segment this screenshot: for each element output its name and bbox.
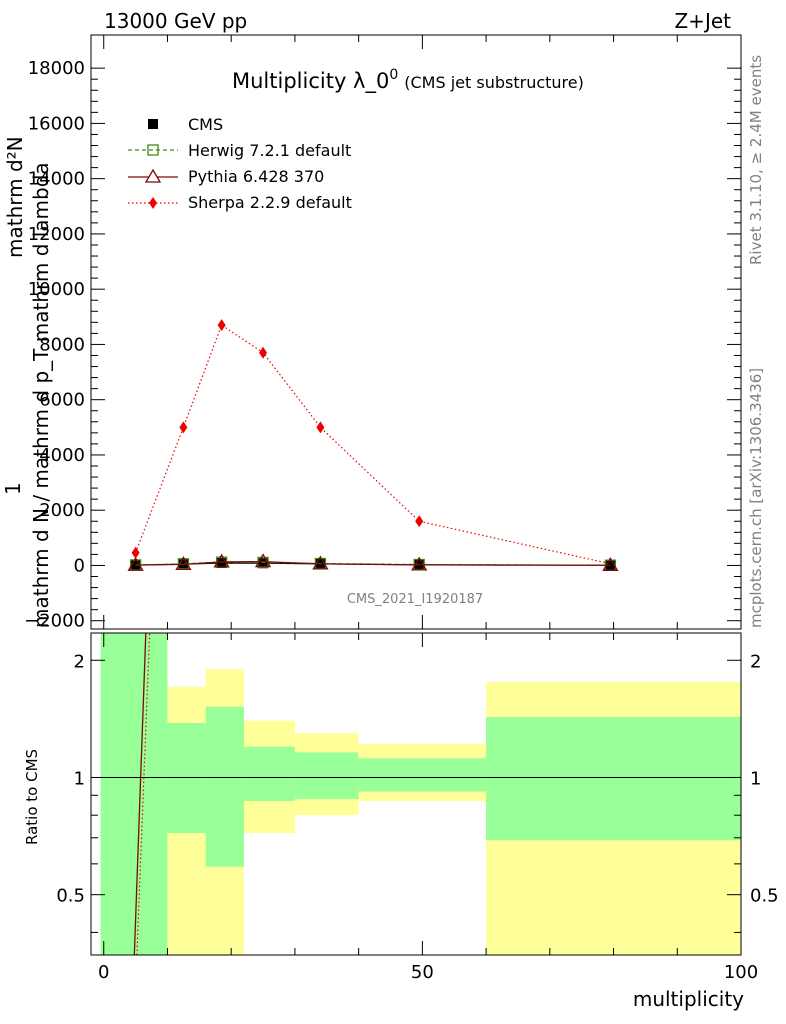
ratio-ytick-label-left: 0.5	[56, 886, 85, 907]
analysis-watermark: CMS_2021_I1920187	[347, 592, 483, 607]
ratio-pythia-line	[133, 632, 147, 956]
series-line-3	[135, 324, 611, 565]
plot-title: Multiplicity λ_00 (CMS jet substructure)	[232, 67, 584, 94]
legend-item-herwig: Herwig 7.2.1 default	[128, 141, 351, 160]
plot-title-main: Multiplicity λ_0	[232, 69, 389, 94]
ratio-ytick-label-right: 0.5	[750, 886, 779, 907]
pythia-point	[312, 555, 329, 570]
plot-title-sup: 0	[389, 67, 398, 83]
legend-marker-cms	[148, 119, 158, 129]
pythia-point	[175, 556, 192, 571]
sherpa-point	[131, 546, 140, 559]
sherpa-point	[259, 346, 268, 359]
top-ytick-label: 8000	[39, 334, 85, 355]
top-ytick-label: 16000	[28, 113, 85, 134]
legend-label-pythia: Pythia 6.428 370	[188, 167, 324, 186]
top-ytick-label: 10000	[28, 279, 85, 300]
sherpa-point	[217, 319, 226, 332]
legend-marker-pythia	[144, 168, 162, 183]
plot-title-sub: (CMS jet substructure)	[404, 73, 584, 92]
ratio-ylabel: Ratio to CMS	[23, 749, 41, 845]
top-ytick-label: 4000	[39, 445, 85, 466]
top-ylabel-line1: mathrm d²N	[3, 136, 27, 258]
top-axis-ticks: −2000 0 2000 4000 6000 8000 10000 12000 14000 160…	[24, 35, 742, 632]
ratio-sherpa-line	[136, 632, 151, 956]
header-left: 13000 GeV pp	[104, 9, 247, 33]
cms-point	[216, 557, 227, 568]
ratio-band-green	[294, 752, 359, 800]
top-ytick-label: 0	[74, 555, 85, 576]
legend-label-sherpa: Sherpa 2.2.9 default	[188, 193, 352, 212]
top-ylabel-line3: 1	[1, 482, 25, 495]
top-frame	[90, 34, 742, 630]
ratio-ytick-label-right: 1	[750, 768, 761, 789]
sherpa-point	[316, 421, 325, 434]
main-plot: −2000 0 2000 4000 6000 8000 10000 12000 14000 160…	[24, 34, 742, 632]
ratio-band-green	[243, 746, 295, 802]
ratio-band-green	[167, 723, 206, 834]
ratio-band-green	[205, 706, 244, 867]
ratio-lines	[91, 632, 741, 956]
legend-item-cms: CMS	[148, 115, 223, 134]
pythia-point	[254, 553, 272, 568]
legend-marker-sherpa	[149, 197, 157, 209]
sherpa-point	[179, 421, 188, 434]
sherpa-point	[415, 515, 424, 528]
cms-point	[258, 558, 269, 569]
top-ytick-label: 2000	[39, 500, 85, 521]
ratio-ytick-label-left: 2	[74, 651, 85, 672]
pythia-point	[127, 556, 144, 571]
legend-marker-herwig	[147, 144, 159, 156]
rivet-label: Rivet 3.1.10, ≥ 2.4M events	[747, 55, 765, 265]
ratio-band-green	[486, 716, 741, 841]
top-series-group	[127, 319, 619, 571]
legend-label-cms: CMS	[188, 115, 223, 134]
pythia-point	[411, 556, 428, 571]
top-ytick-label: −2000	[24, 611, 85, 632]
legend-item-sherpa: Sherpa 2.2.9 default	[128, 193, 352, 212]
top-ytick-label: 12000	[28, 224, 85, 245]
legend: CMS Herwig 7.2.1 default Pythia 6.428 37…	[128, 115, 352, 212]
x-tick-label: 0	[98, 962, 109, 983]
legend-item-pythia: Pythia 6.428 370	[128, 167, 324, 186]
legend-label-herwig: Herwig 7.2.1 default	[188, 141, 351, 160]
top-ylabel-line2: mathrm d N / mathrm d p_T mathrm d lambd…	[29, 162, 53, 628]
header-right: Z+Jet	[674, 9, 731, 33]
mcplots-label: mcplots.cern.ch [arXiv:1306.3436]	[747, 368, 765, 628]
series-line-2	[135, 560, 611, 566]
ratio-band-green	[358, 758, 487, 792]
top-ytick-label: 6000	[39, 390, 85, 411]
pythia-point	[602, 557, 619, 571]
top-ytick-label: 18000	[28, 58, 85, 79]
ratio-ytick-label-right: 2	[750, 651, 761, 672]
x-axis-label: multiplicity	[633, 987, 744, 1011]
ratio-ytick-label-left: 1	[74, 768, 85, 789]
ratio-bands	[100, 633, 741, 955]
ratio-band-green	[100, 633, 168, 955]
x-tick-label: 100	[724, 962, 758, 983]
ratio-frame	[90, 632, 742, 956]
ratio-plot: 0.5 0.5 1 1 2 2 0 50 100	[56, 632, 779, 983]
x-tick-label: 50	[411, 962, 434, 983]
pythia-point	[213, 553, 230, 568]
top-ytick-label: 14000	[28, 169, 85, 190]
